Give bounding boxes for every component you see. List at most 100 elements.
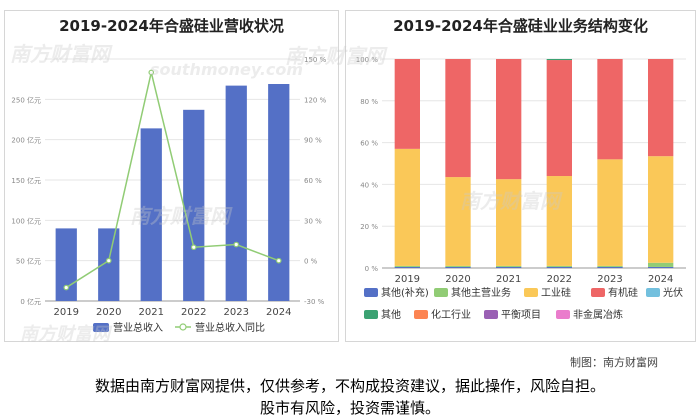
stacked-bar-segment (445, 59, 471, 178)
line-point (233, 241, 240, 248)
y-tick-label: 20 % (360, 223, 378, 231)
bar (183, 109, 205, 301)
structure-chart-title: 2019-2024年合盛硅业业务结构变化 (393, 17, 648, 35)
stacked-bar-segment (445, 177, 471, 266)
y-tick-label: 0 % (365, 265, 379, 273)
structure-chart: 0 % 20 % 40 % 60 % 80 % 100 % 2019 2020 2021 2022… (356, 56, 686, 321)
y2-tick-label: 90 % (304, 137, 322, 145)
bar (225, 85, 247, 302)
stacked-bar-segment (445, 266, 471, 268)
y2-tick-label: -30 % (304, 298, 325, 306)
stacked-bar-segment (496, 266, 522, 268)
x-tick-label: 2020 (445, 274, 470, 285)
stacked-bar-segment (597, 265, 623, 267)
stacked-bar-segment (394, 265, 420, 267)
y-tick-label: 40 % (360, 181, 378, 189)
x-tick-label: 2024 (648, 274, 673, 285)
stacked-bar-segment (648, 266, 674, 268)
legend-swatch (364, 310, 378, 319)
bar (268, 84, 290, 301)
y-tick-label: 60 % (360, 140, 378, 148)
legend-swatch (179, 323, 187, 331)
legend-swatch (646, 288, 660, 297)
y-tick-label: 100 亿元 (11, 216, 41, 225)
line-point (148, 69, 155, 76)
y-tick-label: 0 亿元 (20, 297, 41, 306)
legend-swatch (591, 288, 605, 297)
legend-label: 有机硅 (608, 286, 638, 299)
x-tick-label: 2019 (395, 274, 420, 285)
stacked-bar-segment (546, 266, 572, 268)
legend-label: 工业硅 (541, 286, 571, 299)
line-point (105, 257, 112, 264)
stacked-bar-segment (597, 59, 623, 160)
legend-label: 营业总收入 (113, 321, 163, 334)
y-tick-label: 80 % (360, 98, 378, 106)
stacked-bar-segment (546, 59, 572, 61)
legend-label: 营业总收入同比 (195, 321, 265, 334)
legend-label: 平衡项目 (501, 309, 541, 321)
disclaimer-line-2: 股市有风险，投资需谨慎。 (259, 399, 440, 417)
y-tick-label: 150 亿元 (11, 176, 41, 185)
legend-label: 其他(补充) (381, 286, 429, 299)
stacked-bar-segment (648, 59, 674, 157)
line-point (63, 284, 70, 291)
stacked-bar-segment (394, 59, 420, 149)
line-point (275, 257, 282, 264)
stacked-bar-segment (546, 176, 572, 266)
stacked-bar-segment (496, 265, 522, 267)
stacked-bar-segment (597, 159, 623, 266)
x-tick-label: 2023 (224, 307, 249, 318)
y-tick-label: 200 亿元 (11, 136, 41, 145)
stacked-bar-segment (394, 266, 420, 268)
x-tick-label: 2021 (496, 274, 521, 285)
x-tick-label: 2021 (139, 307, 164, 318)
stacked-bar-segment (496, 179, 522, 266)
stacked-bar-segment (394, 148, 420, 266)
y2-tick-label: 120 % (304, 96, 327, 104)
y2-tick-label: 0 % (304, 258, 318, 266)
legend-swatch (364, 288, 378, 297)
y2-tick-label: 150 % (304, 56, 327, 64)
chart-credit: 制图：南方财富网 (570, 356, 658, 369)
series-line (65, 72, 280, 289)
x-tick-label: 2019 (54, 307, 79, 318)
x-tick-label: 2023 (597, 274, 622, 285)
legend-swatch (484, 310, 498, 319)
x-tick-label: 2022 (547, 274, 572, 285)
x-tick-label: 2022 (181, 307, 206, 318)
revenue-chart-title: 2019-2024年合盛硅业营收状况 (59, 17, 284, 35)
disclaimer-line-1: 数据由南方财富网提供，仅供参考，不构成投资建议，据此操作，风险自担。 (94, 377, 605, 395)
legend-label: 化工行业 (431, 308, 471, 321)
legend-swatch (556, 310, 570, 319)
y-tick-label: 100 % (356, 56, 379, 64)
revenue-chart: 0 亿元 50 亿元 100 亿元 150 亿元 200 亿元 250 亿元 -30 % 0 … (11, 56, 327, 334)
stacked-bar-segment (648, 156, 674, 263)
stacked-bar-segment (648, 262, 674, 267)
y2-tick-label: 60 % (304, 177, 322, 185)
legend-label: 非金属冶炼 (573, 308, 623, 321)
stacked-bar-segment (546, 265, 572, 267)
legend-label: 光伏 (663, 286, 683, 299)
legend-label: 其他主营业务 (451, 286, 511, 299)
stacked-bar-segment (597, 266, 623, 268)
y2-tick-label: 30 % (304, 217, 322, 225)
stacked-bar-segment (546, 60, 572, 177)
bar (55, 228, 77, 301)
revenue-chart-panel: 2019-2024年合盛硅业营收状况 0 亿元 50 亿元 100 亿元 150 亿元… (4, 10, 339, 342)
y-tick-label: 250 亿元 (11, 95, 41, 104)
legend-swatch (93, 323, 109, 332)
legend-swatch (434, 288, 448, 297)
stacked-bar-segment (445, 265, 471, 267)
legend-swatch (414, 310, 428, 319)
x-tick-label: 2020 (96, 307, 121, 318)
line-point (190, 244, 197, 251)
legend-swatch (524, 288, 538, 297)
x-tick-label: 2024 (266, 307, 291, 318)
bar (140, 128, 162, 301)
legend-label: 其他 (381, 308, 401, 321)
structure-chart-panel: 2019-2024年合盛硅业业务结构变化 0 % 20 % 40 % 60 % 80 %… (345, 10, 696, 342)
bar (98, 228, 120, 301)
y-tick-label: 50 亿元 (16, 257, 41, 266)
stacked-bar-segment (496, 59, 522, 180)
